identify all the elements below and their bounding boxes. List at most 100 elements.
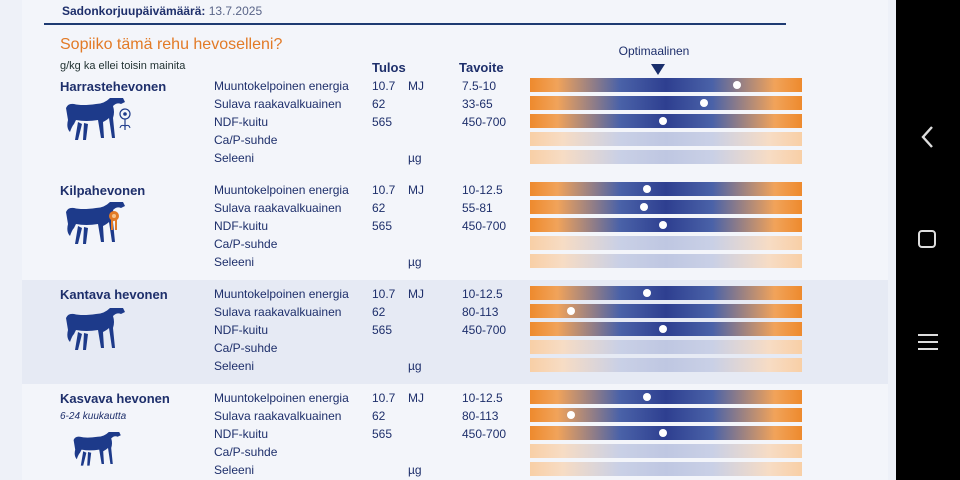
page-title: Sopiiko tämä rehu hevoselleni? [60,36,283,53]
result-marker [642,289,651,297]
unit-note: g/kg ka ellei toisin mainita [60,60,186,72]
unit-label: MJ [408,391,424,405]
result-value: 565 [372,323,393,337]
nutrient-label: NDF-kuitu [214,427,269,441]
result-marker [642,393,651,401]
nutrient-label: Sulava raakavalkuainen [214,409,342,423]
result-marker [659,325,668,333]
target-range: 450-700 [462,427,507,441]
optimal-label: Optimaalinen [618,44,690,58]
range-bar [530,114,802,128]
menu-icon[interactable] [918,334,938,355]
range-bar [530,150,802,164]
horse-type-title: Kantava hevonen [60,287,168,302]
nutrient-label: Seleeni [214,151,255,165]
range-bar [530,322,802,336]
target-range: 80-113 [462,305,499,319]
document-page: Sadonkorjuupäivämäärä: 13.7.2025 Sopiiko… [0,0,896,480]
unit-label: MJ [408,183,424,197]
nutrient-label: Sulava raakavalkuainen [214,201,342,215]
unit-label: µg [408,359,422,373]
unit-label: µg [408,151,422,165]
optimal-marker-icon [651,64,665,75]
range-bar [530,358,802,372]
unit-label: MJ [408,287,424,301]
range-bar [530,96,802,110]
horse-with-rosette-icon [64,198,136,251]
result-marker [659,429,668,437]
result-marker [700,99,709,107]
result-value: 62 [372,409,386,423]
nutrient-label: Muuntokelpoinen energia [214,183,349,197]
harvest-label: Sadonkorjuupäivämäärä: [62,4,206,18]
range-bar [530,78,802,92]
unit-label: µg [408,463,422,477]
horse-type-title: Kilpahevonen [60,183,146,198]
nutrient-label: Muuntokelpoinen energia [214,287,349,301]
target-range: 55-81 [462,201,493,215]
result-marker [659,117,668,125]
home-icon[interactable] [918,230,936,248]
target-range: 450-700 [462,115,507,129]
range-bar [530,286,802,300]
harvest-date-value: 13.7.2025 [208,4,263,18]
range-bar [530,390,802,404]
result-value: 62 [372,201,386,215]
result-value: 62 [372,97,386,111]
back-icon[interactable] [918,124,938,150]
nutrient-label: NDF-kuitu [214,323,269,337]
nutrient-label: Seleeni [214,359,255,373]
nutrient-label: Ca/P-suhde [214,445,278,459]
target-range: 10-12.5 [462,391,503,405]
target-range: 80-113 [462,409,499,423]
nutrient-label: Ca/P-suhde [214,341,278,355]
result-value: 10.7 [372,79,396,93]
result-value: 10.7 [372,287,396,301]
result-value: 565 [372,115,393,129]
horse-with-flower-icon [64,94,136,147]
range-bar [530,340,802,354]
harvest-date: Sadonkorjuupäivämäärä: 13.7.2025 [62,4,262,18]
header-divider [44,23,786,25]
horse-type-subtitle: 6-24 kuukautta [60,411,127,422]
result-marker [642,185,651,193]
unit-label: µg [408,255,422,269]
nutrient-label: Ca/P-suhde [214,133,278,147]
range-bar [530,304,802,318]
target-range: 450-700 [462,219,507,233]
result-marker [566,411,575,419]
range-bar [530,132,802,146]
result-value: 10.7 [372,183,396,197]
nutrient-label: Seleeni [214,255,255,269]
horse-type-title: Harrastehevonen [60,79,167,94]
range-bar [530,408,802,422]
range-bar [530,444,802,458]
young-horse-icon [72,429,130,471]
result-value: 62 [372,305,386,319]
target-range: 33-65 [462,97,493,111]
result-marker [659,221,668,229]
nutrient-label: NDF-kuitu [214,115,269,129]
range-bar [530,254,802,268]
result-marker [566,307,575,315]
column-target: Tavoite [459,60,504,75]
nutrient-label: Sulava raakavalkuainen [214,305,342,319]
horse-type-title: Kasvava hevonen [60,391,170,406]
result-value: 565 [372,427,393,441]
range-bar [530,462,802,476]
target-range: 10-12.5 [462,183,503,197]
nutrient-label: Sulava raakavalkuainen [214,97,342,111]
nutrient-label: Ca/P-suhde [214,237,278,251]
nutrient-label: NDF-kuitu [214,219,269,233]
result-marker [640,203,649,211]
target-range: 450-700 [462,323,507,337]
nutrient-label: Seleeni [214,463,255,477]
range-bar [530,236,802,250]
result-marker [732,81,741,89]
nutrient-label: Muuntokelpoinen energia [214,391,349,405]
target-range: 7.5-10 [462,79,497,93]
range-bar [530,182,802,196]
android-nav-bar [896,0,960,480]
target-range: 10-12.5 [462,287,503,301]
range-bar [530,426,802,440]
